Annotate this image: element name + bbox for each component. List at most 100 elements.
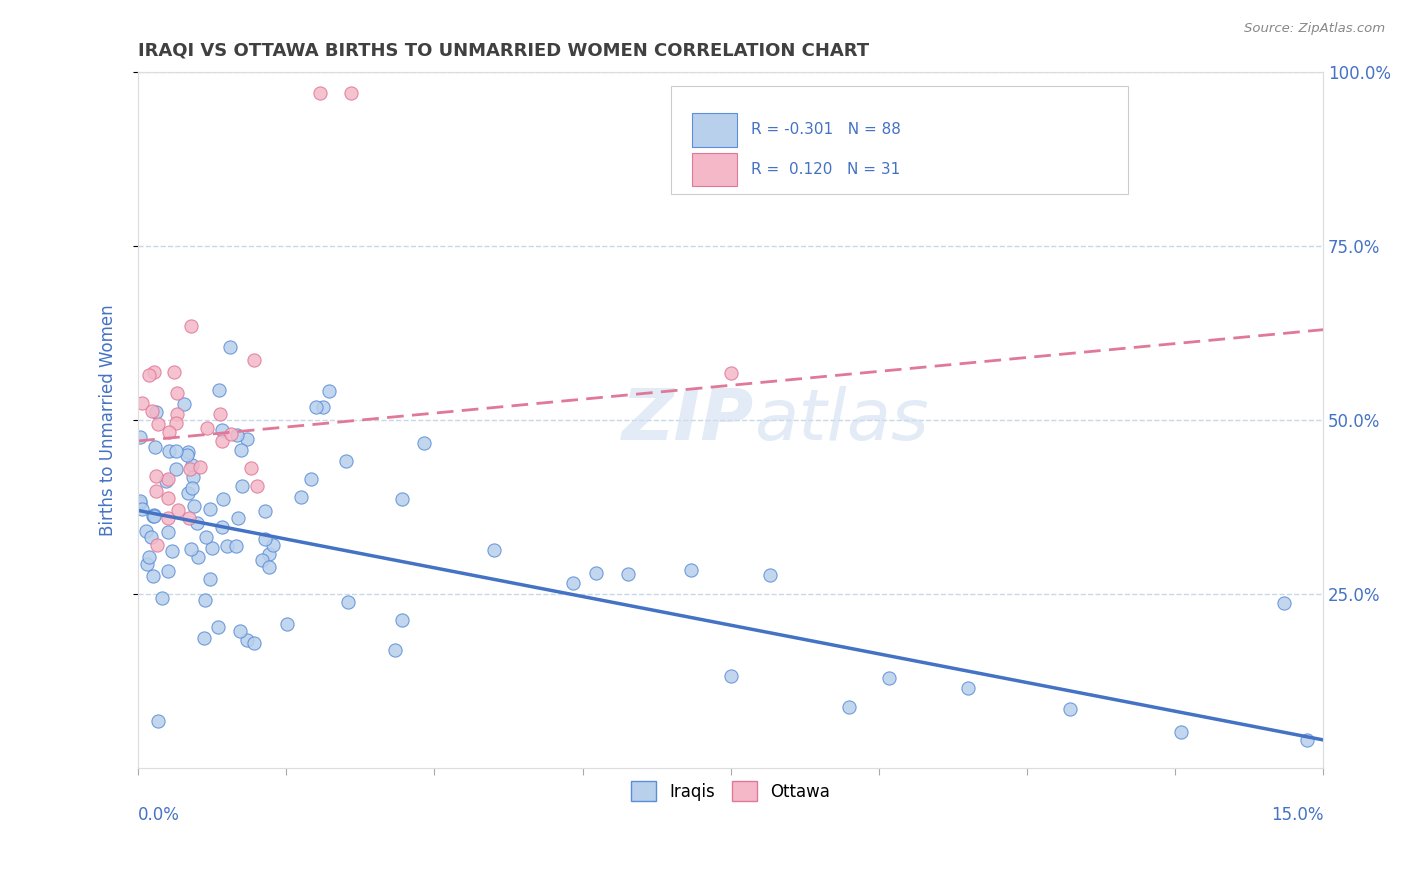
Point	[198, 501, 221, 516]
Text: ZIP: ZIP	[621, 385, 755, 455]
Point	[143, 508, 166, 523]
Point	[142, 568, 165, 582]
Point	[231, 479, 253, 493]
Point	[143, 440, 166, 454]
Point	[226, 428, 249, 442]
Point	[254, 504, 277, 518]
Point	[138, 368, 160, 382]
Point	[162, 543, 184, 558]
Point	[219, 340, 242, 354]
Legend: Iraqis, Ottawa: Iraqis, Ottawa	[624, 774, 837, 808]
Text: atlas: atlas	[755, 385, 929, 455]
Point	[163, 365, 186, 379]
Point	[142, 509, 165, 524]
Text: IRAQI VS OTTAWA BIRTHS TO UNMARRIED WOMEN CORRELATION CHART: IRAQI VS OTTAWA BIRTHS TO UNMARRIED WOME…	[138, 42, 869, 60]
Y-axis label: Births to Unmarried Women: Births to Unmarried Women	[100, 304, 117, 536]
Point	[276, 617, 298, 632]
Point	[180, 458, 202, 473]
Point	[131, 396, 153, 410]
Point	[211, 434, 233, 449]
Point	[145, 469, 167, 483]
Point	[335, 453, 357, 467]
Point	[157, 425, 180, 439]
Point	[262, 538, 284, 552]
Text: R = -0.301   N = 88: R = -0.301 N = 88	[751, 122, 901, 137]
Point	[208, 407, 231, 421]
Point	[720, 669, 742, 683]
Point	[145, 405, 167, 419]
Point	[229, 624, 252, 638]
Point	[838, 700, 860, 714]
Point	[183, 500, 205, 514]
Point	[312, 400, 335, 414]
Point	[143, 365, 166, 379]
Point	[259, 547, 281, 561]
Point	[198, 572, 221, 586]
Point	[305, 400, 328, 414]
Point	[165, 444, 187, 458]
Bar	[692, 153, 737, 186]
Point	[243, 352, 266, 367]
Point	[157, 524, 180, 539]
Point	[391, 613, 413, 627]
Point	[167, 502, 190, 516]
Point	[720, 366, 742, 380]
Point	[201, 541, 224, 555]
Text: 15.0%: 15.0%	[1271, 806, 1323, 824]
Point	[157, 444, 180, 458]
Point	[165, 461, 187, 475]
Point	[208, 383, 231, 397]
Point	[1296, 732, 1319, 747]
Point	[136, 557, 159, 571]
Point	[250, 553, 273, 567]
Point	[180, 319, 202, 334]
Point	[138, 550, 160, 565]
Point	[254, 532, 277, 546]
Point	[340, 87, 363, 101]
Point	[166, 385, 188, 400]
Point	[956, 681, 979, 696]
Point	[179, 510, 201, 524]
Point	[135, 524, 157, 538]
Point	[146, 714, 169, 729]
Point	[148, 417, 170, 432]
FancyBboxPatch shape	[672, 87, 1128, 194]
Point	[877, 671, 900, 685]
Point	[309, 87, 332, 101]
Point	[391, 492, 413, 507]
Point	[139, 531, 162, 545]
Point	[131, 502, 153, 516]
Point	[225, 539, 247, 553]
Text: R =  0.120   N = 31: R = 0.120 N = 31	[751, 162, 900, 177]
Point	[166, 407, 188, 421]
Point	[259, 560, 281, 574]
Point	[211, 423, 233, 437]
Point	[181, 469, 204, 483]
Bar	[692, 113, 737, 146]
Point	[221, 427, 243, 442]
Point	[413, 436, 436, 450]
Point	[1170, 724, 1192, 739]
Point	[157, 564, 180, 578]
Point	[157, 511, 180, 525]
Point	[188, 459, 211, 474]
Point	[617, 566, 640, 581]
Point	[145, 483, 167, 498]
Point	[217, 539, 239, 553]
Point	[177, 486, 200, 500]
Point	[142, 509, 165, 524]
Point	[207, 620, 229, 634]
Point	[187, 549, 209, 564]
Point	[128, 429, 150, 443]
Point	[181, 481, 204, 495]
Point	[226, 511, 249, 525]
Point	[1272, 596, 1295, 610]
Point	[129, 493, 152, 508]
Point	[173, 397, 195, 411]
Point	[146, 538, 169, 552]
Point	[384, 643, 406, 657]
Point	[585, 566, 607, 580]
Point	[157, 491, 180, 505]
Point	[179, 461, 201, 475]
Point	[243, 636, 266, 650]
